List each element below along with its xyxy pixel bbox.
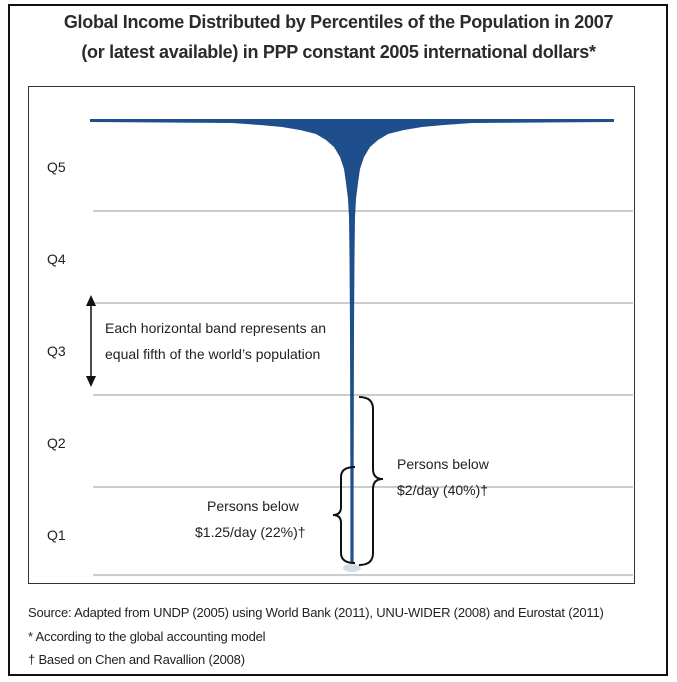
below-125-label-line-1: Persons below [207,498,300,514]
below-125-label-line-2: $1.25/day (22%)† [195,524,306,540]
plot-area: Q5 Q4 Q3 Q2 Q1 Each horizontal band represen… [28,86,635,584]
chart-svg: Q5 Q4 Q3 Q2 Q1 Each horizontal band represen… [47,119,633,576]
distribution-base [343,564,361,572]
band-arrow-head-down [86,376,96,387]
band-label-q1: Q1 [47,527,66,543]
band-label-q4: Q4 [47,251,66,267]
income-distribution-shape [90,119,614,563]
below-2-label-line-2: $2/day (40%)† [397,482,488,498]
brace-2-dollar [358,396,384,566]
band-note-line-1: Each horizontal band represents an [105,320,326,336]
band-label-q2: Q2 [47,435,66,451]
footnote-dagger: † Based on Chen and Ravallion (2008) [28,652,245,667]
below-2-label-line-1: Persons below [397,456,490,472]
chart-title-line-2: (or latest available) in PPP constant 20… [81,42,596,62]
source-note: Source: Adapted from UNDP (2005) using W… [28,605,604,620]
footnote-star: * According to the global accounting mod… [28,629,266,644]
chart-title-line-1: Global Income Distributed by Percentiles… [63,12,614,32]
band-note-line-2: equal fifth of the world’s population [105,346,320,362]
band-arrow-head-up [86,295,96,306]
band-label-q3: Q3 [47,343,66,359]
band-label-q5: Q5 [47,159,66,175]
brace-125-dollar [332,466,356,564]
